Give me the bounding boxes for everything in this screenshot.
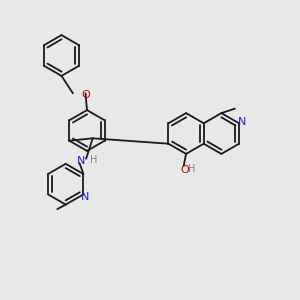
Text: H: H [90, 155, 97, 165]
Text: N: N [80, 192, 89, 202]
Text: H: H [188, 164, 196, 174]
Text: O: O [81, 90, 90, 100]
Text: N: N [238, 117, 246, 127]
Text: O: O [181, 165, 190, 175]
Text: N: N [76, 156, 85, 166]
